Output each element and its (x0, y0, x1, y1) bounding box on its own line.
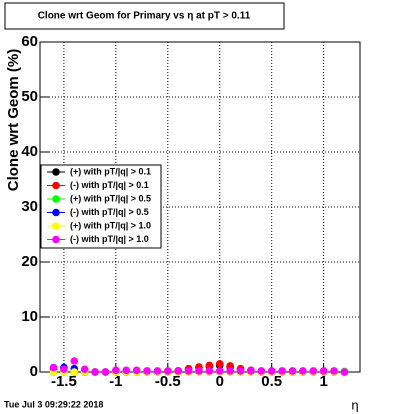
marker (112, 366, 120, 375)
y-tick-label: 50 (21, 88, 38, 105)
legend-marker (52, 222, 60, 230)
marker (215, 359, 224, 368)
legend-label: (-) with pT/|q| > 0.5 (70, 207, 149, 217)
marker (80, 365, 89, 374)
x-tick-label: -1 (109, 373, 122, 390)
marker (226, 367, 234, 375)
y-tick-label: 10 (21, 308, 38, 325)
legend-label: (-) with pT/|q| > 0.1 (70, 180, 149, 190)
marker (70, 357, 79, 365)
marker (49, 363, 58, 372)
marker (91, 368, 99, 376)
timestamp: Tue Jul 3 09:29:22 2018 (4, 399, 103, 409)
marker (309, 367, 318, 375)
marker (60, 365, 68, 374)
legend-marker (52, 208, 60, 217)
legend-marker (52, 181, 60, 190)
marker (267, 367, 276, 375)
x-tick-label: -1.5 (51, 373, 77, 390)
marker (215, 367, 224, 375)
marker (70, 368, 79, 376)
legend-label: (+) with pT/|q| > 0.1 (70, 166, 151, 176)
marker (143, 367, 151, 375)
y-tick-label: 30 (21, 198, 38, 215)
marker (205, 367, 214, 375)
marker (153, 367, 162, 375)
marker (184, 367, 193, 375)
legend-marker (52, 195, 60, 203)
marker (236, 367, 245, 375)
marker (195, 367, 203, 375)
y-tick-label: 0 (30, 363, 38, 380)
chart-title: Clone wrt Geom for Primary vs η at pT > … (38, 11, 251, 22)
marker (257, 367, 266, 375)
marker (288, 367, 297, 375)
title-box (4, 2, 285, 30)
x-axis-label: η (351, 397, 358, 412)
legend-label: (+) with pT/|q| > 1.0 (70, 220, 151, 230)
marker (247, 367, 255, 375)
marker (174, 367, 182, 375)
y-tick-label: 60 (21, 33, 38, 50)
legend-label: (+) with pT/|q| > 0.5 (70, 193, 151, 203)
marker (330, 367, 338, 375)
y-axis-label: Clone wrt Geom (%) (5, 49, 22, 192)
marker (205, 361, 214, 370)
legend-label: (-) with pT/|q| > 1.0 (70, 234, 149, 244)
y-tick-label: 40 (21, 143, 38, 160)
marker (101, 368, 110, 376)
legend-box (40, 164, 162, 249)
marker (278, 367, 286, 375)
x-tick-label: 0.5 (261, 373, 282, 390)
x-tick-label: 0 (216, 373, 224, 390)
marker (340, 368, 349, 376)
legend-marker (52, 168, 60, 176)
legend-marker (52, 235, 60, 244)
marker (132, 366, 141, 375)
marker (163, 367, 172, 375)
x-tick-label: -0.5 (155, 373, 181, 390)
marker (122, 366, 131, 375)
marker (319, 367, 328, 375)
marker (299, 367, 307, 375)
x-tick-label: 1 (319, 373, 327, 390)
y-tick-label: 20 (21, 253, 38, 270)
